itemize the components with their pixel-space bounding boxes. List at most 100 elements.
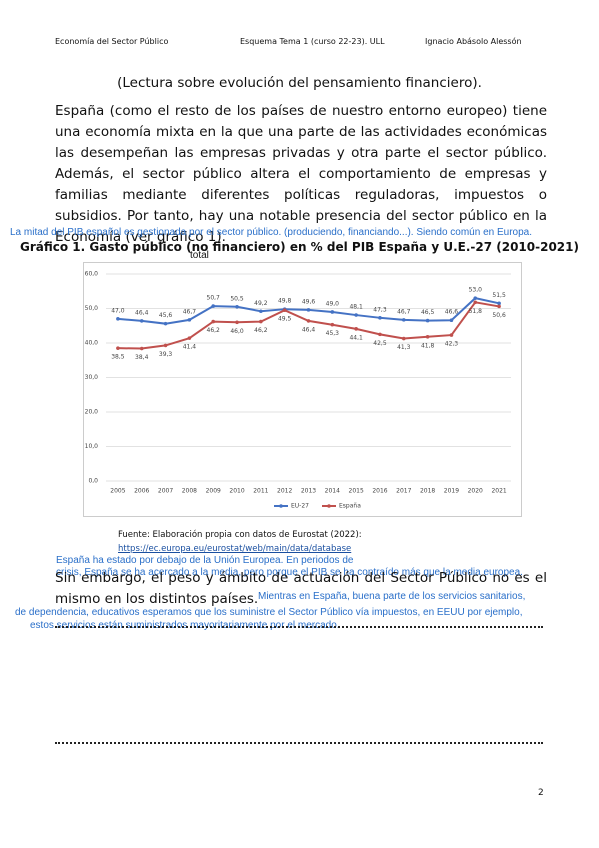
y-tick-label: 10,0 [85, 443, 99, 450]
data-label: 49,5 [278, 316, 292, 323]
annotation: total [190, 250, 209, 261]
dotted-line [55, 742, 543, 744]
x-tick-label: 2021 [491, 488, 506, 495]
y-tick-label: 20,0 [85, 409, 99, 416]
data-point [473, 296, 478, 300]
data-label: 38,5 [111, 354, 125, 361]
legend-marker [327, 504, 331, 508]
data-point [449, 333, 454, 337]
x-tick-label: 2018 [420, 488, 435, 495]
y-tick-label: 0,0 [88, 478, 98, 485]
data-point [401, 318, 406, 322]
data-label: 49,0 [326, 300, 340, 307]
data-point [497, 304, 501, 309]
data-point [306, 319, 311, 323]
annotation: de dependencia, educativos esperamos que… [15, 607, 523, 618]
x-tick-label: 2014 [325, 488, 340, 495]
x-tick-label: 2017 [396, 488, 411, 495]
data-point [259, 309, 263, 314]
data-label: 48,1 [349, 304, 363, 311]
annotation: España ha estado por debajo de la Unión … [56, 555, 354, 566]
data-point [449, 318, 454, 323]
data-label: 53,0 [469, 287, 483, 294]
chart-title: Gráfico 1. Gasto público (no financiero)… [19, 240, 579, 254]
data-label: 50,6 [492, 312, 506, 319]
data-point [378, 316, 382, 320]
data-label: 42,3 [445, 341, 459, 348]
data-label: 41,4 [183, 344, 197, 351]
header-left: Economía del Sector Público [55, 37, 169, 46]
data-point [354, 327, 358, 331]
y-tick-label: 60,0 [85, 271, 99, 278]
data-point [473, 300, 478, 305]
y-tick-label: 40,0 [85, 340, 99, 347]
data-label: 41,8 [421, 342, 435, 349]
x-tick-label: 2016 [372, 488, 387, 495]
annotation: estos servicios están suministrados mayo… [30, 620, 340, 631]
data-point [306, 308, 311, 312]
data-label: 51,8 [469, 308, 483, 315]
data-point [163, 321, 168, 326]
data-label: 49,6 [302, 298, 316, 305]
data-point [139, 346, 144, 351]
data-label: 50,5 [230, 295, 244, 302]
annotation: crisis, España se ha acercado a la media… [56, 567, 523, 578]
data-label: 47,3 [373, 306, 387, 313]
data-point [116, 317, 120, 321]
dotted-line [55, 626, 543, 628]
data-label: 45,3 [326, 330, 340, 337]
source: Fuente: Elaboración propia con datos de … [118, 530, 362, 540]
page-number: 2 [538, 788, 544, 798]
data-label: 39,3 [159, 351, 173, 358]
data-label: 41,3 [397, 344, 411, 351]
data-label: 42,5 [373, 340, 387, 347]
data-label: 46,2 [254, 327, 268, 334]
data-point [187, 336, 192, 340]
y-tick-label: 30,0 [85, 374, 99, 381]
header-center: Esquema Tema 1 (curso 22-23). ULL [240, 37, 385, 46]
x-tick-label: 2010 [229, 488, 244, 495]
data-point [139, 319, 144, 323]
data-label: 49,2 [254, 300, 268, 307]
data-label: 51,5 [492, 292, 506, 299]
paragraph: España (como el resto de los países de n… [55, 103, 547, 245]
x-tick-label: 2015 [349, 488, 364, 495]
data-label: 44,1 [349, 334, 363, 341]
data-point [354, 313, 358, 317]
data-point [211, 319, 216, 324]
data-point [282, 308, 287, 313]
data-point [330, 310, 335, 314]
data-point [259, 319, 263, 324]
x-tick-label: 2006 [134, 488, 149, 495]
data-point [163, 343, 168, 348]
data-label: 46,0 [230, 328, 244, 335]
source-link[interactable]: https://ec.europa.eu/eurostat/web/main/d… [118, 544, 352, 554]
x-tick-label: 2019 [444, 488, 459, 495]
data-label: 46,7 [397, 308, 411, 315]
header-right: Ignacio Abásolo Alessón [425, 37, 522, 46]
data-point [425, 334, 430, 339]
x-tick-label: 2007 [158, 488, 173, 495]
data-label: 38,4 [135, 354, 149, 361]
data-point [497, 301, 501, 306]
data-label: 50,7 [207, 295, 221, 302]
annotation: La mitad del PIB español es gestionada p… [10, 227, 532, 238]
paragraph: Sin embargo, el peso y ámbito de actuaci… [55, 570, 547, 607]
data-label: 45,6 [159, 312, 173, 319]
data-label: 47,0 [111, 307, 125, 314]
data-point [211, 304, 216, 308]
data-label: 46,2 [207, 327, 221, 334]
data-label: 46,6 [445, 309, 459, 316]
data-label: 49,8 [278, 298, 292, 305]
data-point [378, 332, 382, 337]
data-point [401, 336, 406, 341]
data-point [235, 320, 239, 325]
chart: 0,0 10,0 20,0 30,0 40,0 50,0 60,0 2005 2006 2007 2… [83, 262, 522, 517]
legend-label: España [339, 503, 361, 510]
data-label: 46,5 [421, 309, 435, 316]
y-tick-label: 50,0 [85, 305, 99, 312]
data-point [235, 304, 239, 309]
x-tick-label: 2008 [182, 488, 197, 495]
data-point [425, 318, 430, 323]
